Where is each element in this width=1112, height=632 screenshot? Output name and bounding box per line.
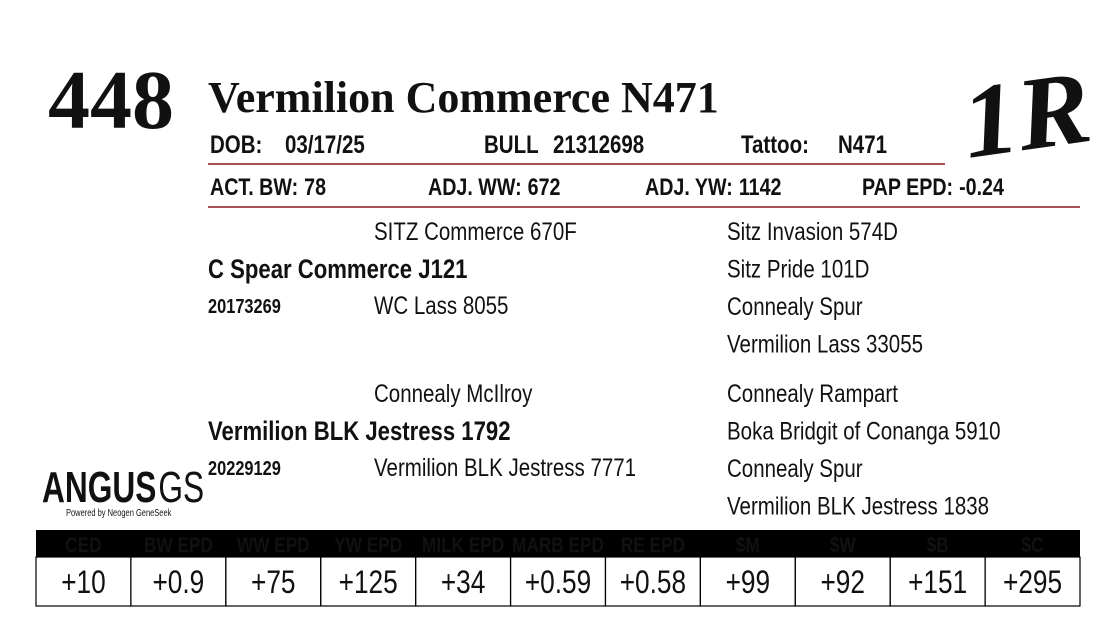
- grandparent: Vermilion BLK Jestress 1838: [727, 492, 989, 520]
- pedigree-parent: C Spear Commerce J121: [208, 255, 468, 285]
- pedigree-dam: WC Lass 8055: [374, 291, 508, 319]
- epd-value: +125: [339, 566, 398, 601]
- epd-value: +151: [908, 566, 967, 601]
- epd-header: WW EPD: [237, 535, 310, 558]
- logo-suffix: GS: [158, 463, 204, 512]
- epd-value: +295: [1003, 566, 1062, 601]
- epd-header: $W: [830, 535, 857, 558]
- stat-label: ADJ. WW:: [428, 173, 522, 200]
- epd-value: +75: [251, 566, 295, 601]
- epd-header: RE EPD: [621, 535, 685, 558]
- registration: 20229129: [208, 456, 281, 479]
- animal-name: Vermilion Commerce N471: [208, 73, 719, 122]
- epd-value: +34: [441, 566, 485, 601]
- brand-logo: 1R: [955, 49, 1097, 181]
- grandparent: Sitz Pride 101D: [727, 255, 869, 283]
- info-label: Tattoo:: [741, 130, 809, 158]
- info-label: DOB:: [210, 130, 262, 158]
- epd-value: +0.9: [152, 566, 204, 601]
- epd-header: $C: [1022, 535, 1044, 558]
- pedigree-parent: Vermilion BLK Jestress 1792: [208, 417, 511, 447]
- info-value: N471: [838, 130, 887, 158]
- epd-value: +10: [61, 566, 105, 601]
- stat-value: -0.24: [959, 173, 1005, 200]
- stat-value: 78: [304, 173, 326, 200]
- grandparent: Connealy Rampart: [727, 379, 898, 407]
- pedigree-sire: SITZ Commerce 670F: [374, 217, 577, 245]
- stat-label: ACT. BW:: [210, 173, 298, 200]
- lot-number: 448: [48, 54, 174, 147]
- stat-label: PAP EPD:: [862, 173, 953, 200]
- info-value: 03/17/25: [285, 130, 365, 158]
- pedigree-sire: Connealy McIlroy: [374, 379, 533, 407]
- epd-value: +99: [726, 566, 770, 601]
- grandparent: Boka Bridgit of Conanga 5910: [727, 417, 1001, 445]
- grandparent: Vermilion Lass 33055: [727, 330, 923, 358]
- epd-header: MILK EPD: [422, 535, 504, 558]
- pedigree-dam: Vermilion BLK Jestress 7771: [374, 453, 636, 481]
- epd-header: $B: [927, 535, 949, 558]
- stat-value: 672: [528, 173, 561, 200]
- info-label: BULL: [484, 130, 539, 158]
- info-value: 21312698: [553, 130, 644, 158]
- epd-header: CED: [65, 535, 101, 558]
- epd-header: MARB EPD: [512, 535, 604, 558]
- epd-value: +0.58: [620, 566, 686, 601]
- epd-value: +92: [820, 566, 864, 601]
- logo-tagline: Powered by Neogen GeneSeek: [66, 507, 172, 518]
- stat-value: 1142: [739, 173, 782, 200]
- grandparent: Connealy Spur: [727, 454, 863, 482]
- registration: 20173269: [208, 294, 281, 317]
- epd-header: BW EPD: [144, 535, 213, 558]
- grandparent: Connealy Spur: [727, 292, 863, 320]
- epd-value: +0.59: [525, 566, 591, 601]
- epd-cell: [984, 556, 1081, 607]
- grandparent: Sitz Invasion 574D: [727, 217, 898, 245]
- stat-label: ADJ. YW:: [645, 173, 733, 200]
- logo-word: ANGUS: [42, 463, 156, 512]
- table-header-bar: [36, 530, 1080, 557]
- epd-header: YW EPD: [334, 535, 402, 558]
- epd-header: $M: [736, 535, 760, 558]
